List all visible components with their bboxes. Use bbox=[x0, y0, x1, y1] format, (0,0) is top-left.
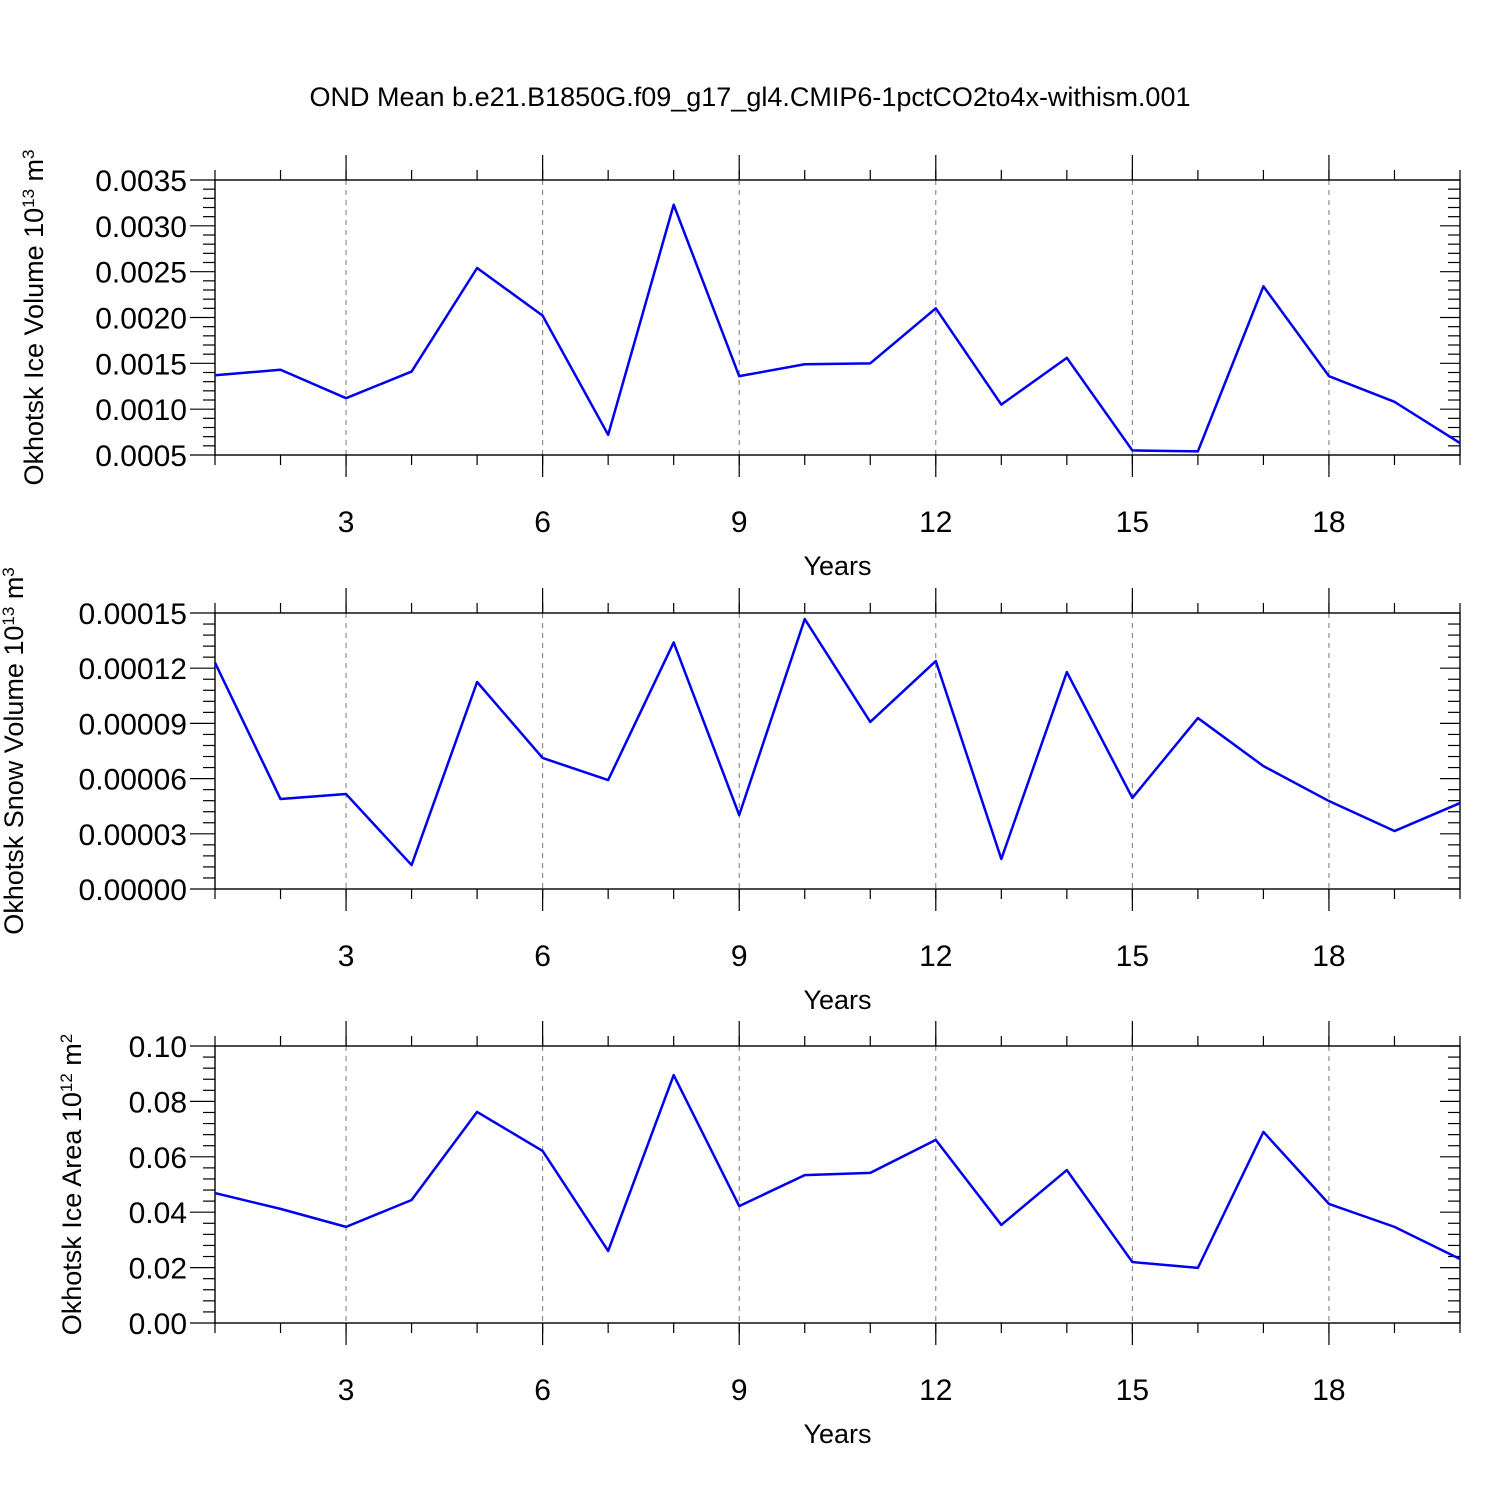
y-tick-label: 0.06 bbox=[129, 1142, 187, 1175]
y-axis-label-part: Okhotsk Snow Volume 10 bbox=[0, 626, 29, 935]
y-tick-label: 0.00006 bbox=[79, 764, 187, 797]
x-tick-label: 18 bbox=[1312, 506, 1345, 539]
y-tick-label: 0.00009 bbox=[79, 708, 187, 741]
x-axis-label: Years bbox=[803, 985, 871, 1015]
x-tick-label: 12 bbox=[919, 1374, 952, 1407]
x-tick-label: 6 bbox=[534, 940, 551, 973]
y-tick-label: 0.00 bbox=[129, 1308, 187, 1341]
y-tick-label: 0.0005 bbox=[95, 440, 187, 473]
x-tick-label: 18 bbox=[1312, 1374, 1345, 1407]
y-tick-label: 0.00015 bbox=[79, 598, 187, 631]
x-tick-label: 18 bbox=[1312, 940, 1345, 973]
y-tick-label: 0.02 bbox=[129, 1253, 187, 1286]
y-tick-label: 0.04 bbox=[129, 1197, 187, 1230]
y-tick-label: 0.0010 bbox=[95, 394, 187, 427]
line-series bbox=[213, 617, 1461, 867]
y-tick-label: 0.0020 bbox=[95, 303, 187, 336]
y-axis-label-exponent: 3 bbox=[0, 567, 18, 576]
y-axis-label-part: Okhotsk Ice Volume 10 bbox=[19, 208, 49, 486]
y-tick-label: 0.00012 bbox=[79, 653, 187, 686]
y-tick-label: 0.0035 bbox=[95, 165, 187, 198]
y-tick-label: 0.00003 bbox=[79, 819, 187, 852]
y-axis-label-part: m bbox=[57, 1043, 87, 1073]
x-axis-label: Years bbox=[803, 551, 871, 581]
y-axis-label-part: Okhotsk Ice Area 10 bbox=[57, 1092, 87, 1335]
y-axis-label-exponent: 13 bbox=[0, 607, 18, 626]
x-tick-label: 3 bbox=[338, 506, 355, 539]
y-axis-label: Okhotsk Ice Volume 1013 m3 bbox=[19, 149, 50, 485]
y-tick-label: 0.08 bbox=[129, 1086, 187, 1119]
chart-title: OND Mean b.e21.B1850G.f09_g17_gl4.CMIP6-… bbox=[310, 82, 1191, 112]
y-tick-label: 0.00000 bbox=[79, 874, 187, 907]
plot-frame bbox=[214, 612, 1461, 890]
y-tick-label: 0.10 bbox=[129, 1031, 187, 1064]
y-axis-label-exponent: 2 bbox=[57, 1034, 76, 1043]
y-axis-label-exponent: 12 bbox=[57, 1073, 76, 1092]
plot-frame bbox=[214, 179, 1461, 456]
x-tick-label: 9 bbox=[731, 940, 748, 973]
x-tick-label: 6 bbox=[534, 1374, 551, 1407]
y-axis-label: Okhotsk Ice Area 1012 m2 bbox=[57, 1034, 88, 1336]
y-tick-label: 0.0030 bbox=[95, 211, 187, 244]
x-tick-label: 9 bbox=[731, 506, 748, 539]
x-tick-label: 15 bbox=[1116, 940, 1149, 973]
x-tick-label: 15 bbox=[1116, 506, 1149, 539]
y-axis-label: Okhotsk Snow Volume 1013 m3 bbox=[0, 567, 29, 935]
y-tick-label: 0.0015 bbox=[95, 348, 187, 381]
x-tick-label: 15 bbox=[1116, 1374, 1149, 1407]
plot-frame bbox=[214, 1045, 1461, 1324]
y-axis-label-exponent: 13 bbox=[19, 189, 38, 208]
y-axis-label-part: m bbox=[19, 159, 49, 189]
x-tick-label: 6 bbox=[534, 506, 551, 539]
x-tick-label: 12 bbox=[919, 506, 952, 539]
x-tick-label: 3 bbox=[338, 940, 355, 973]
x-tick-label: 12 bbox=[919, 940, 952, 973]
line-series bbox=[214, 1073, 1461, 1270]
x-tick-label: 9 bbox=[731, 1374, 748, 1407]
y-axis-label-part: m bbox=[0, 577, 29, 607]
x-tick-label: 3 bbox=[338, 1374, 355, 1407]
y-axis-label-exponent: 3 bbox=[19, 149, 38, 158]
y-tick-label: 0.0025 bbox=[95, 257, 187, 290]
line-series bbox=[214, 203, 1461, 453]
x-axis-label: Years bbox=[803, 1419, 871, 1449]
